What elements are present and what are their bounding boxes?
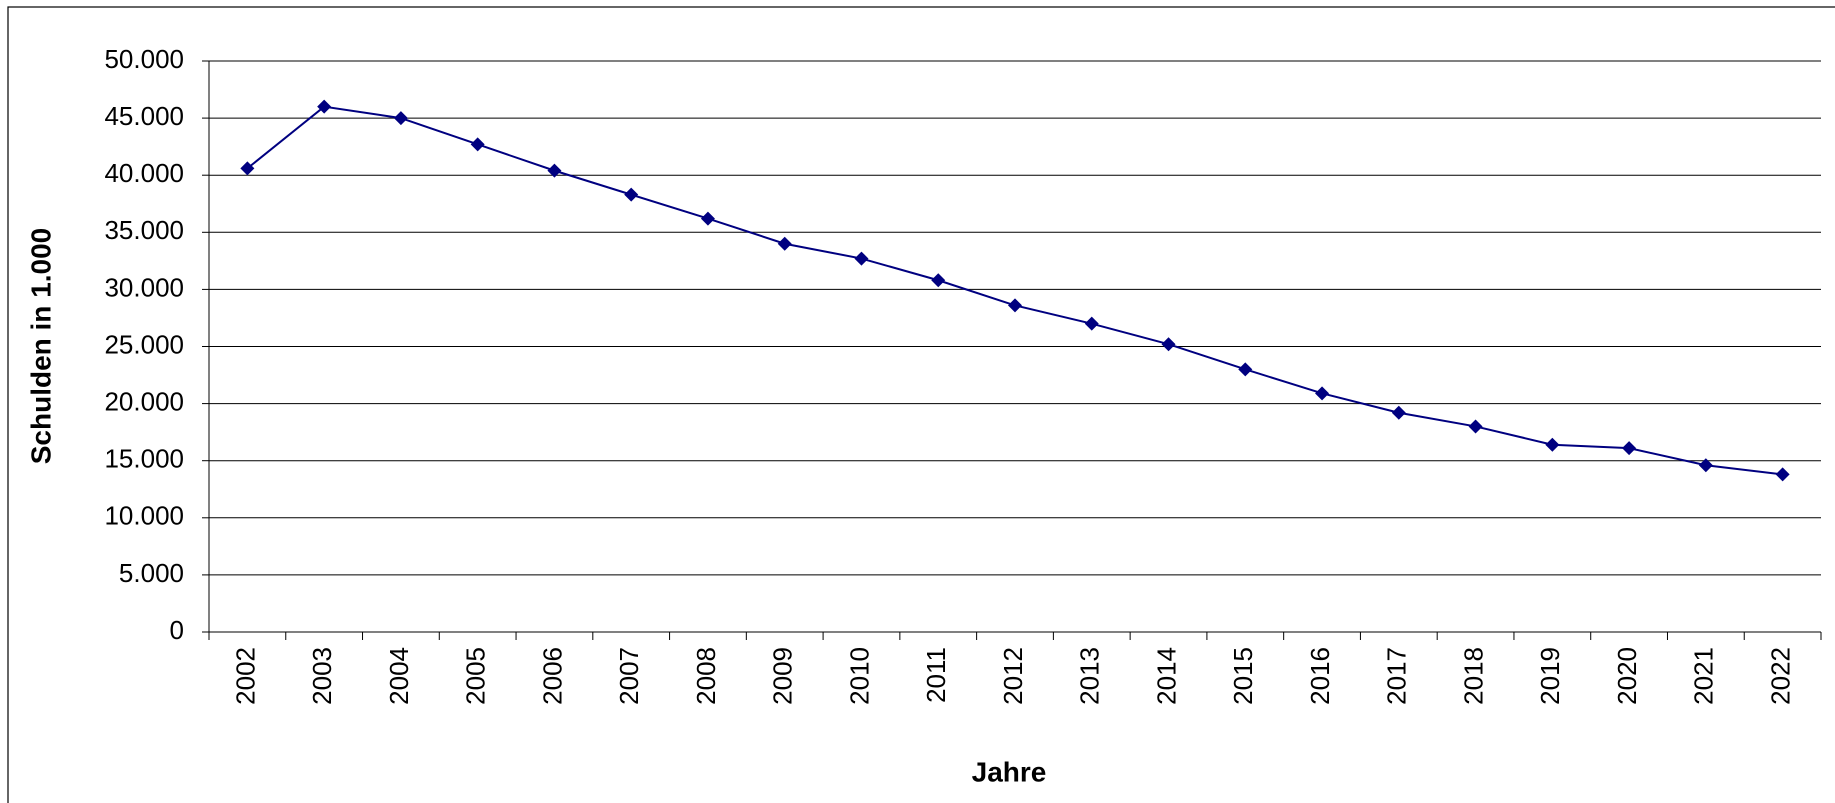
marker <box>1238 362 1253 377</box>
marker <box>854 251 869 266</box>
x-tick-label: 2006 <box>537 647 567 705</box>
y-tick-label: 35.000 <box>104 215 184 245</box>
y-tick-label: 5.000 <box>119 558 184 588</box>
x-tick-label: 2020 <box>1612 647 1642 705</box>
marker <box>393 111 408 126</box>
x-axis-title: Jahre <box>972 756 1047 787</box>
marker <box>1315 386 1330 401</box>
x-tick-label: 2021 <box>1689 647 1719 705</box>
y-tick-label: 45.000 <box>104 101 184 131</box>
chart-frame <box>7 6 1835 803</box>
x-tick-label: 2010 <box>844 647 874 705</box>
x-tick-label: 2016 <box>1305 647 1335 705</box>
y-tick-label: 0 <box>170 615 184 645</box>
x-tick-label: 2005 <box>461 647 491 705</box>
x-tick-label: 2019 <box>1535 647 1565 705</box>
y-tick-label: 30.000 <box>104 272 184 302</box>
line <box>246 105 1783 476</box>
marker <box>1698 458 1713 473</box>
marker <box>240 161 255 176</box>
y-tick-label: 15.000 <box>104 444 184 474</box>
y-tick-label: 50.000 <box>104 44 184 74</box>
x-tick-label: 2009 <box>768 647 798 705</box>
marker <box>700 211 715 226</box>
x-tick-label: 2008 <box>691 647 721 705</box>
marker <box>1391 405 1406 420</box>
x-tick-label: 2003 <box>307 647 337 705</box>
x-tick-label: 2012 <box>998 647 1028 705</box>
x-tick-label: 2011 <box>921 647 951 703</box>
marker <box>777 236 792 251</box>
marker <box>931 273 946 288</box>
y-tick-label: 40.000 <box>104 158 184 188</box>
y-axis-title: Schulden in 1.000 <box>25 228 56 465</box>
marker <box>1468 419 1483 434</box>
marker <box>547 163 562 178</box>
x-tick-label: 2002 <box>230 647 260 705</box>
y-tick-label: 25.000 <box>104 329 184 359</box>
marker <box>1622 441 1637 456</box>
x-tick-label: 2018 <box>1458 647 1488 705</box>
marker <box>1161 337 1176 352</box>
x-tick-label: 2013 <box>1075 647 1105 705</box>
y-tick-label: 20.000 <box>104 386 184 416</box>
x-tick-label: 2007 <box>614 647 644 705</box>
marker <box>624 187 639 202</box>
marker <box>1545 437 1560 452</box>
y-tick-label: 10.000 <box>104 501 184 531</box>
marker <box>470 137 485 152</box>
x-tick-label: 2014 <box>1151 647 1181 705</box>
x-tick-label: 2015 <box>1228 647 1258 705</box>
marker <box>1084 316 1099 331</box>
x-tick-label: 2017 <box>1382 647 1412 705</box>
x-tick-label: 2022 <box>1765 647 1795 705</box>
x-tick-label: 2004 <box>384 647 414 705</box>
marker <box>1775 467 1790 482</box>
marker <box>1008 298 1022 313</box>
marker <box>317 99 332 114</box>
